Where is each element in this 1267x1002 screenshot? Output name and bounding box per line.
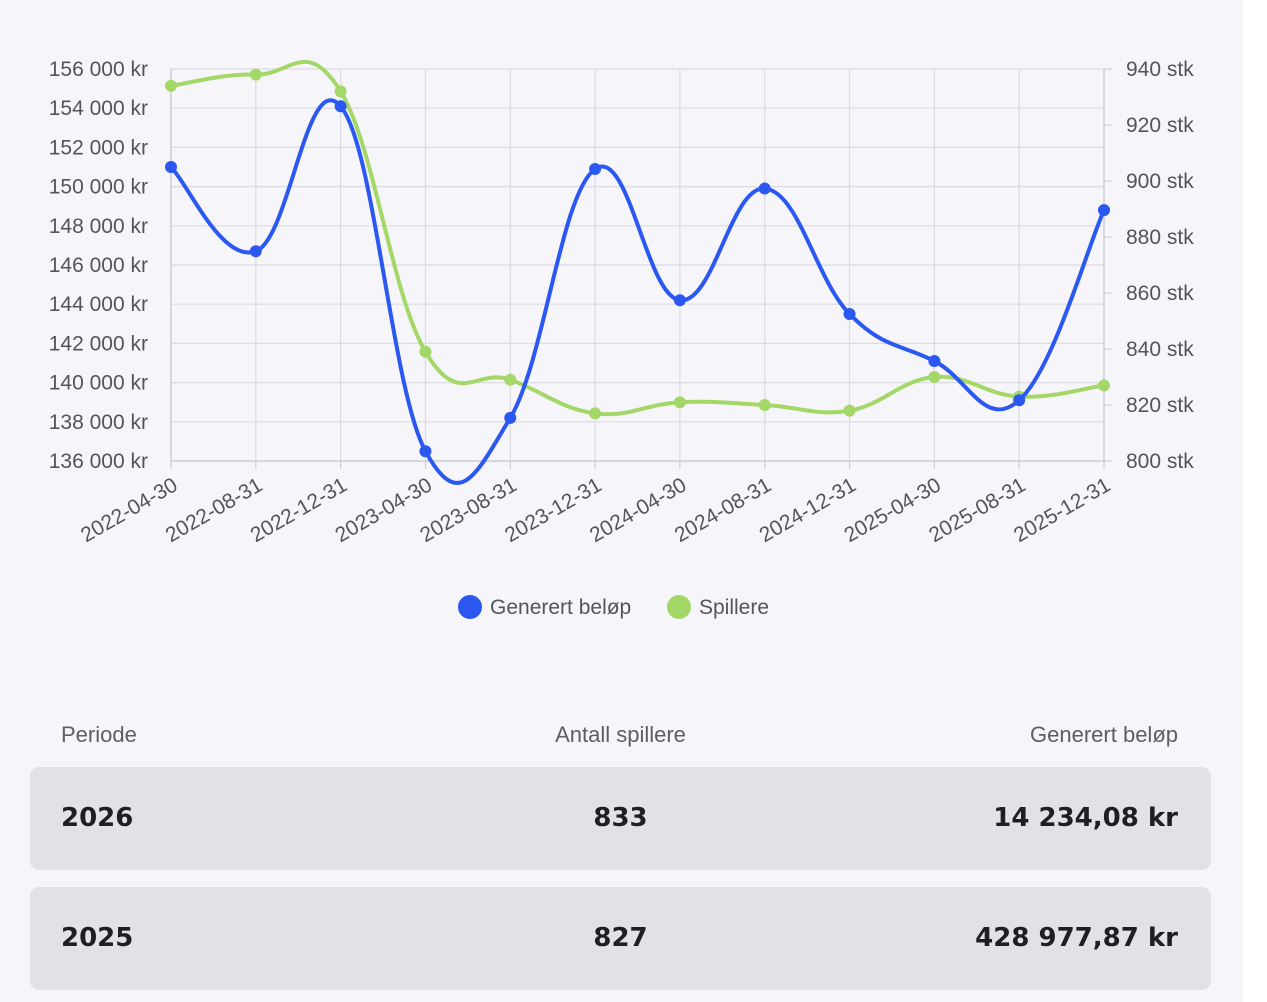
legend-swatch <box>458 595 482 619</box>
series-generert-belop <box>165 98 1110 485</box>
series-generert-belop-point[interactable] <box>334 100 347 113</box>
series-spillere-point[interactable] <box>334 85 347 98</box>
y-right-tick-label: 820 stk <box>1126 394 1194 417</box>
row-players: 827 <box>593 923 648 953</box>
y-left-tick-label: 140 000 kr <box>49 372 148 395</box>
series-generert-belop-point[interactable] <box>1013 394 1026 407</box>
header-players: Antall spillere <box>555 722 686 747</box>
series-generert-belop-point[interactable] <box>504 411 517 424</box>
series-spillere-point[interactable] <box>504 373 517 386</box>
series-generert-belop-point[interactable] <box>673 294 686 307</box>
y-left-tick-label: 136 000 kr <box>49 450 148 473</box>
y-left-tick-label: 150 000 kr <box>49 176 148 199</box>
y-left-tick-label: 138 000 kr <box>49 411 148 434</box>
series-spillere-point[interactable] <box>165 79 177 92</box>
legend-label: Generert beløp <box>490 596 631 619</box>
row-players: 833 <box>593 803 648 833</box>
players-revenue-chart: 156 000 kr 154 000 kr 152 000 kr 150 000 kr… <box>49 58 1194 619</box>
y-left-tick-label: 152 000 kr <box>49 136 148 159</box>
series-spillere-point[interactable] <box>419 345 432 358</box>
legend-swatch <box>667 595 691 619</box>
series-generert-belop-point[interactable] <box>758 182 771 195</box>
series-generert-belop-point[interactable] <box>1098 204 1110 217</box>
y-right-tick-label: 900 stk <box>1126 170 1194 193</box>
y-right-tick-label: 920 stk <box>1126 114 1194 137</box>
row-period: 2026 <box>61 803 134 833</box>
header-period: Periode <box>61 722 137 747</box>
y-right-tick-label: 800 stk <box>1126 450 1194 473</box>
series-generert-belop-point[interactable] <box>419 445 432 458</box>
legend-item-spillere[interactable]: Spillere <box>667 595 769 619</box>
series-spillere <box>165 59 1110 420</box>
y-left-tick-label: 156 000 kr <box>49 58 148 81</box>
series-spillere-point[interactable] <box>1098 379 1110 392</box>
row-amount: 428 977,87 kr <box>975 923 1178 953</box>
row-amount: 14 234,08 kr <box>993 803 1178 833</box>
x-tick-label: 2025-12-31 <box>1010 473 1115 547</box>
series-spillere-point[interactable] <box>843 404 856 417</box>
series-spillere-point[interactable] <box>928 371 941 383</box>
chart-series <box>165 59 1110 485</box>
y-left-tick-label: 144 000 kr <box>49 293 148 316</box>
series-generert-belop-point[interactable] <box>165 161 177 173</box>
header-amount: Generert beløp <box>1030 722 1178 747</box>
series-spillere-point[interactable] <box>589 407 602 420</box>
table-row[interactable]: 2026 833 14 234,08 kr <box>30 767 1211 870</box>
chart-axes: 156 000 kr 154 000 kr 152 000 kr 150 000 kr… <box>49 58 1194 547</box>
series-spillere-point[interactable] <box>249 68 262 81</box>
series-generert-belop-point[interactable] <box>928 355 941 368</box>
y-left-tick-label: 146 000 kr <box>49 254 148 277</box>
series-spillere-point[interactable] <box>758 399 771 411</box>
series-spillere-point[interactable] <box>673 396 686 409</box>
row-period: 2025 <box>61 923 134 953</box>
y-right-tick-label: 860 stk <box>1126 282 1194 305</box>
series-generert-belop-point[interactable] <box>843 308 856 320</box>
series-generert-belop-point[interactable] <box>249 245 262 258</box>
series-generert-belop-line <box>169 98 1106 485</box>
table-row[interactable]: 2025 827 428 977,87 kr <box>30 887 1211 990</box>
series-generert-belop-point[interactable] <box>589 162 602 175</box>
y-left-tick-label: 154 000 kr <box>49 97 148 120</box>
legend-label: Spillere <box>699 596 769 619</box>
y-right-tick-label: 880 stk <box>1126 226 1194 249</box>
y-right-tick-label: 940 stk <box>1126 58 1194 81</box>
y-left-tick-label: 142 000 kr <box>49 332 148 355</box>
y-right-tick-label: 840 stk <box>1126 338 1194 361</box>
y-left-tick-label: 148 000 kr <box>49 215 148 238</box>
series-spillere-line <box>169 59 1106 417</box>
legend-item-generert-belop[interactable]: Generert beløp <box>458 595 631 619</box>
table-header: Periode Antall spillere Generert beløp <box>30 718 1211 754</box>
chart-legend[interactable]: Generert beløp Spillere <box>458 595 769 619</box>
